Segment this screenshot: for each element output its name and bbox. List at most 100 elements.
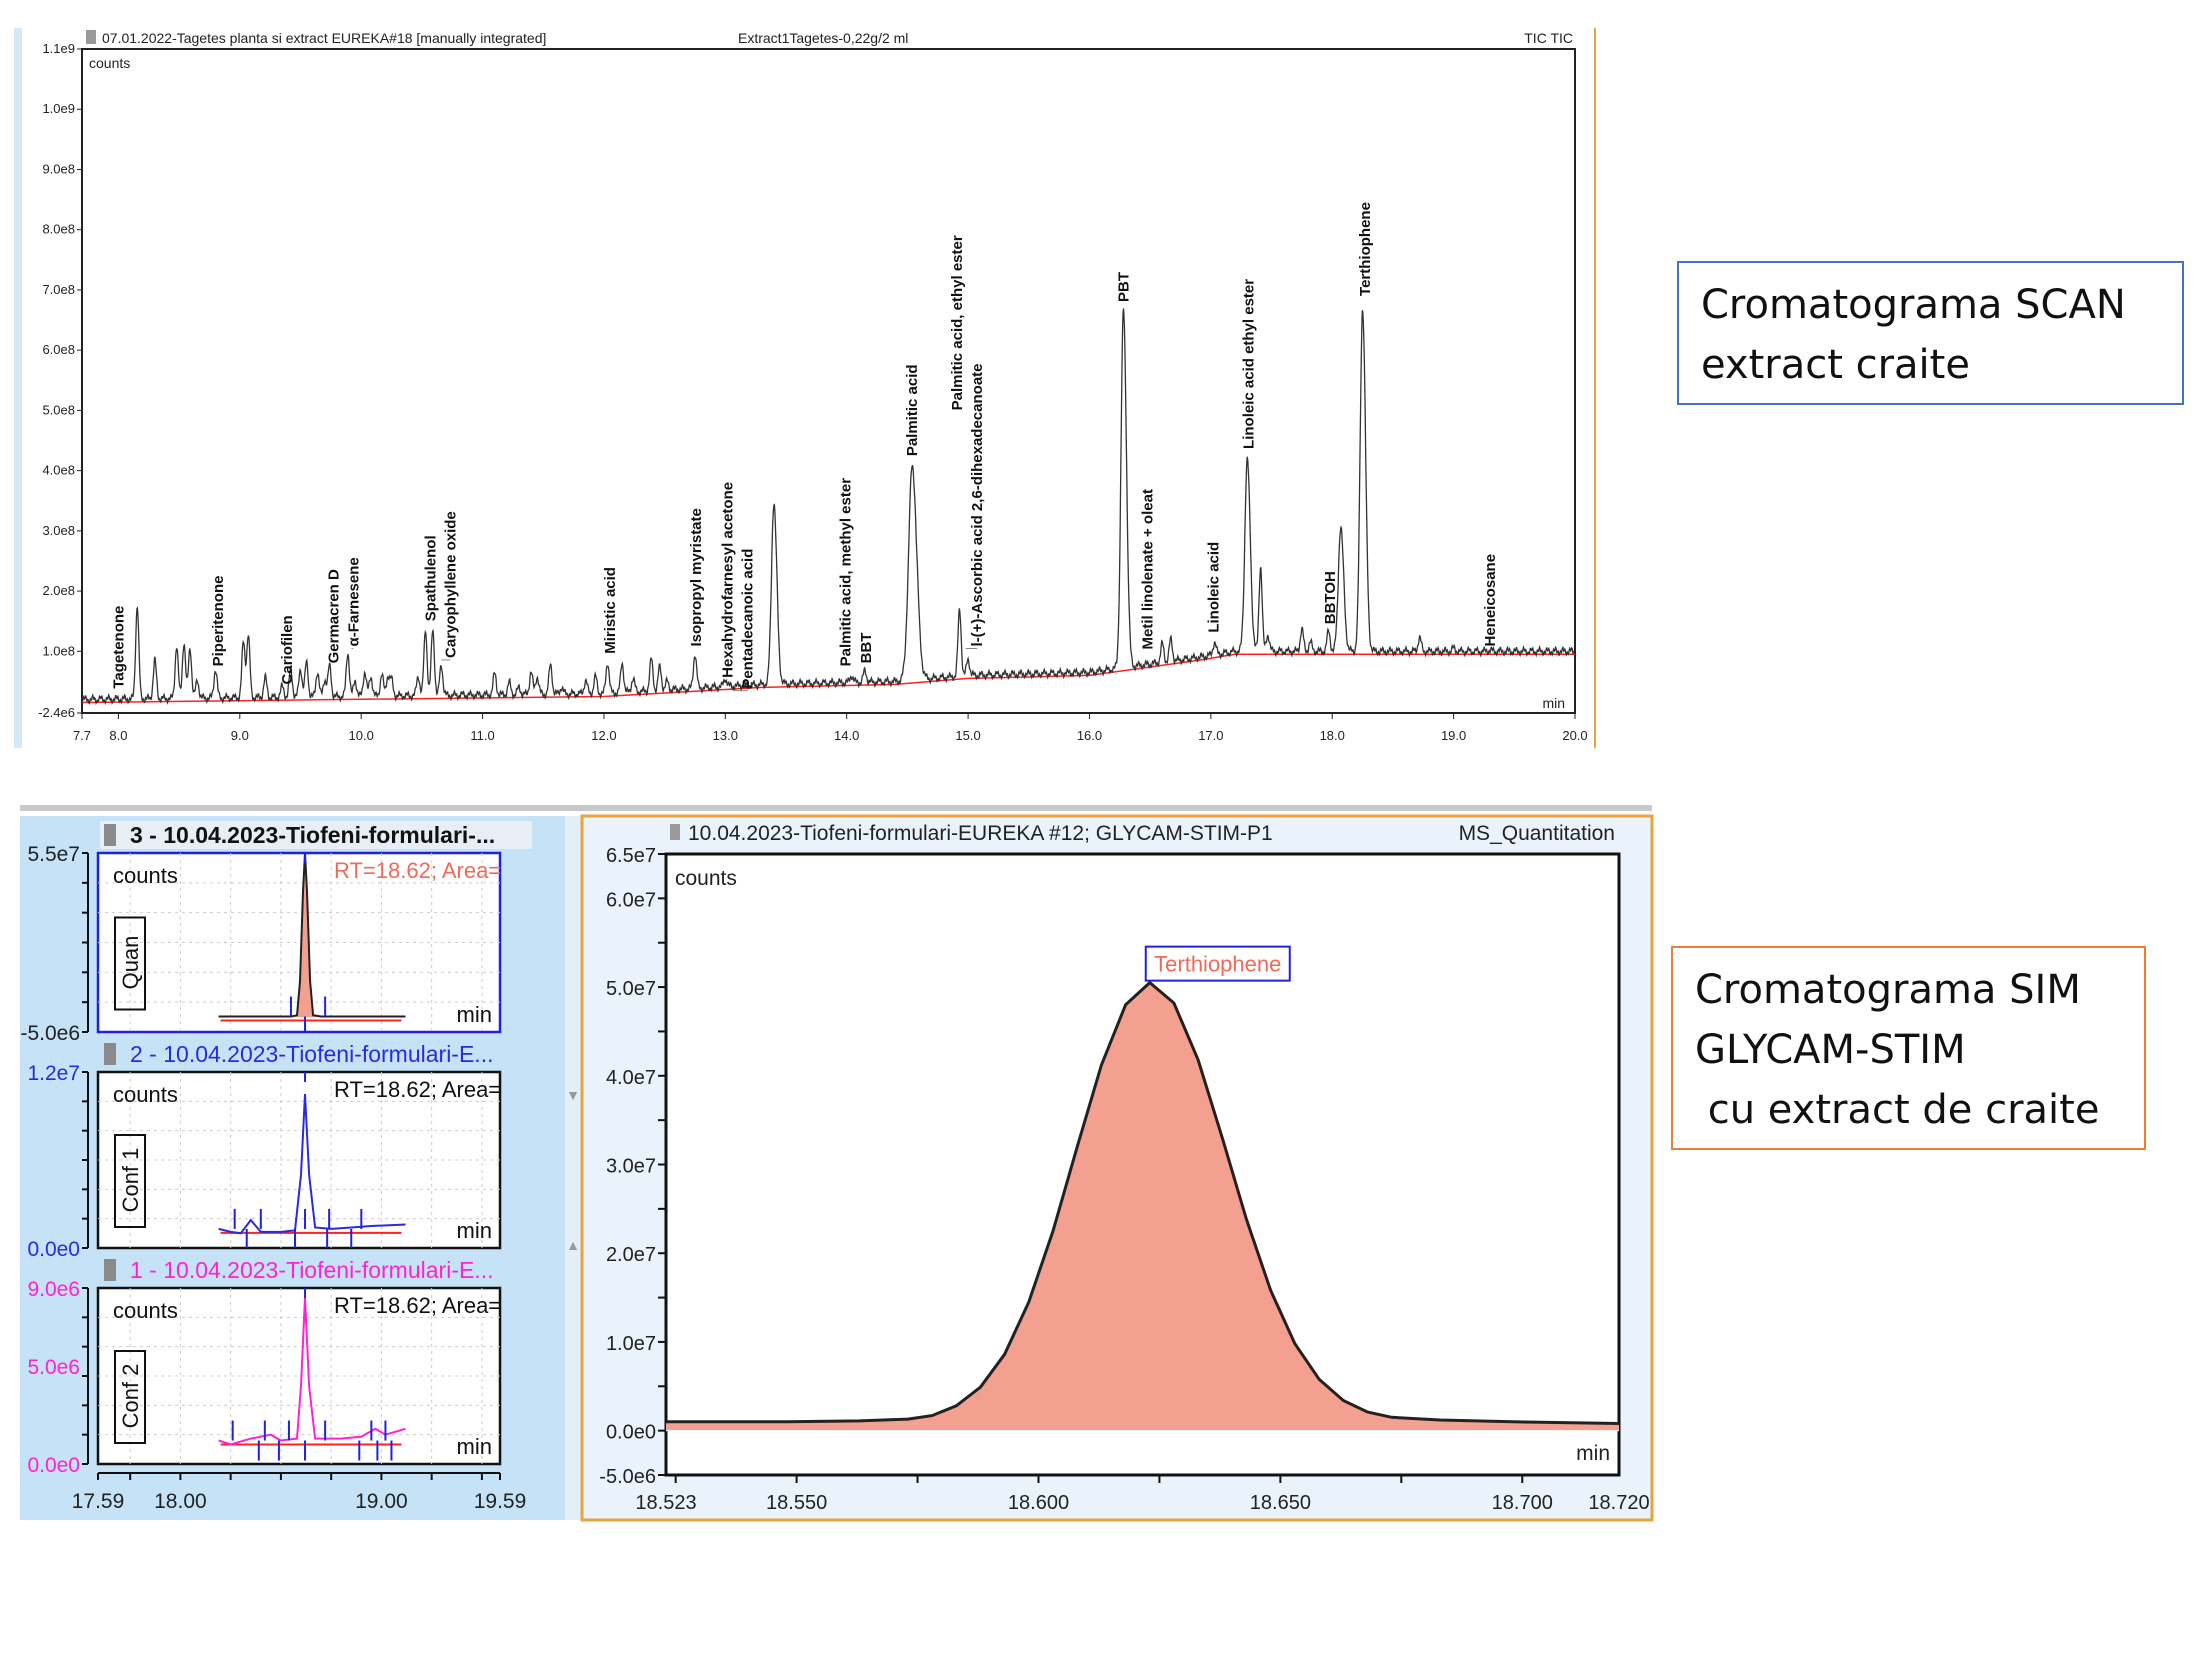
peak-label: Hexahydrofarnesyl acetone <box>720 482 737 678</box>
x-tick-label: 19.59 <box>474 1490 527 1513</box>
scan-plot-area <box>81 48 1576 714</box>
peak-label: Isopropyl myristate <box>688 508 705 646</box>
file-icon <box>104 1259 116 1281</box>
peak-label: BBTOH <box>1322 571 1339 624</box>
splitter-handle[interactable] <box>565 816 582 1520</box>
y-tick-label: 0.0e0 <box>27 1238 80 1261</box>
scan-caption-line: extract craite <box>1701 342 1970 388</box>
mini-plot-area <box>96 1070 502 1250</box>
y-tick-label: 6.0e7 <box>606 889 656 911</box>
peak-rt-area-label: RT=18.62; Area=39 <box>334 1077 526 1102</box>
file-icon <box>104 1043 116 1065</box>
y-tick-label: 7.0e8 <box>42 282 75 297</box>
peak-name-box <box>1144 945 1291 982</box>
sim-caption-line: cu extract de craite <box>1695 1087 2100 1133</box>
y-tick-label: 1.2e7 <box>27 1062 80 1085</box>
sim-caption-line: Cromatograma SIM <box>1695 967 2081 1013</box>
y-tick-label: 9.0e6 <box>27 1278 80 1301</box>
scan-chromatogram-panel: 07.01.2022-Tagetes planta si extract EUR… <box>14 28 1596 748</box>
sim-ion-panels: ▼ ▲ 3 - 10.04.2023-Tiofeni-formulari-...… <box>20 816 582 1520</box>
y-tick-label: 2.0e7 <box>606 1244 656 1266</box>
peak-label: BBT <box>858 633 875 664</box>
peak-name-label: Terthiophene <box>1154 952 1281 977</box>
sim-trace <box>666 980 1620 1425</box>
peak-label: Spathulenol <box>422 535 439 621</box>
peak-label: Metil linolenate + oleat <box>1140 489 1157 649</box>
x-tick-label: 18.550 <box>766 1492 827 1514</box>
file-icon <box>104 824 116 846</box>
mini-plot-area <box>96 1286 502 1466</box>
mini-charts: 3 - 10.04.2023-Tiofeni-formulari-... RT=1… <box>20 821 532 1513</box>
peak-label: Piperitenone <box>210 576 227 667</box>
mini-ylabel: counts <box>113 1082 178 1107</box>
x-tick-label: 18.523 <box>635 1492 696 1514</box>
peak-label: Miristic acid <box>602 567 619 654</box>
mini-chart-title[interactable]: 2 - 10.04.2023-Tiofeni-formulari-E... <box>130 1041 493 1067</box>
y-tick-label: 1.1e9 <box>42 41 75 56</box>
x-tick-label: 13.0 <box>713 728 738 743</box>
mini-xlabel: min <box>457 1218 492 1243</box>
scan-ylabel: counts <box>89 55 130 71</box>
scan-file-icon <box>86 30 96 44</box>
x-tick-label: 10.0 <box>349 728 374 743</box>
x-tick-label: 9.0 <box>231 728 249 743</box>
scan-subtitle: Extract1Tagetes-0,22g/2 ml <box>738 30 908 46</box>
peak-label: PBT <box>1115 272 1132 302</box>
sim-title: 10.04.2023-Tiofeni-formulari-EUREKA #12;… <box>688 822 1273 845</box>
integration-baseline <box>81 653 1575 704</box>
mini-inner: RT=18.62; Area=39 <box>98 1072 526 1248</box>
mini-chart-title[interactable]: 3 - 10.04.2023-Tiofeni-formulari-... <box>130 822 495 848</box>
y-tick-label: 6.0e8 <box>42 342 75 357</box>
scan-title: 07.01.2022-Tagetes planta si extract EUR… <box>102 30 546 46</box>
scan-xlabel: min <box>1542 695 1565 711</box>
ion-trace <box>218 853 406 1018</box>
mini-inner: RT=18.62; Area=20 <box>98 853 500 1032</box>
scan-marks: 1.1e9 1.0e9 9.0e8 8.0e8 7.0e8 6.0e8 5.0e8 4.0e8… <box>38 41 1588 743</box>
peak-rt-area-label: RT=18.62; Area=32 <box>334 1293 526 1318</box>
y-tick-label: 3.0e8 <box>42 523 75 538</box>
scan-trace-label: TIC TIC <box>1524 30 1573 46</box>
x-tick-label: 8.0 <box>109 728 127 743</box>
x-tick-label: 20.0 <box>1562 728 1587 743</box>
sim-quant-panel: 10.04.2023-Tiofeni-formulari-EUREKA #12;… <box>580 814 1654 1522</box>
mini-title-bg <box>100 821 532 849</box>
x-tick-label: 7.7 <box>73 728 91 743</box>
mini-xlabel: min <box>457 1434 492 1459</box>
peak-label: l-(+)-Ascorbic acid 2,6-dihexadecanoate <box>969 363 986 646</box>
y-tick-label: 5.0e7 <box>606 978 656 1000</box>
sim-caption-line: GLYCAM-STIM <box>1695 1027 1966 1073</box>
peak-label: Pentadecanoic acid <box>740 549 757 689</box>
ion-type-box <box>114 1350 146 1444</box>
mini-chart-title[interactable]: 1 - 10.04.2023-Tiofeni-formulari-E... <box>130 1257 493 1283</box>
x-tick-label: 18.600 <box>1008 1492 1069 1514</box>
peak-label: Linoleic acid <box>1205 542 1222 633</box>
splitter-arrow-down-icon[interactable]: ▼ <box>566 1087 580 1103</box>
y-tick-label: 6.5e7 <box>606 845 656 867</box>
y-tick-label: 1.0e8 <box>42 643 75 658</box>
x-tick-label: 18.700 <box>1492 1492 1553 1514</box>
y-tick-label: 8.0e8 <box>42 222 75 237</box>
scan-caption-box: Cromatograma SCAN extract craite <box>1677 261 2184 405</box>
mini-inner: RT=18.62; Area=32 <box>98 1288 526 1464</box>
x-tick-label: 16.0 <box>1077 728 1102 743</box>
x-tick-label: 18.0 <box>1320 728 1345 743</box>
peak-label: Palmitic acid, methyl ester <box>837 478 854 667</box>
peak-label: Tagetenone <box>110 606 127 689</box>
x-tick-label: 11.0 <box>470 728 494 743</box>
splitter-arrow-up-icon[interactable]: ▲ <box>566 1237 580 1253</box>
x-tick-label: 18.650 <box>1250 1492 1311 1514</box>
peak-label: Cariofilen <box>279 615 296 684</box>
tic-trace <box>81 308 1576 706</box>
sim-xlabel: min <box>1576 1442 1610 1465</box>
peak-area <box>290 853 322 1018</box>
x-tick-label: 19.00 <box>355 1490 408 1513</box>
peak-label: Germacren D <box>325 569 342 663</box>
x-tick-label: 18.00 <box>154 1490 207 1513</box>
x-tick-label: 17.59 <box>72 1490 125 1513</box>
y-tick-label: 0.0e0 <box>606 1422 656 1444</box>
mini-xlabel: min <box>457 1002 492 1027</box>
y-tick-label: 3.0e7 <box>606 1156 656 1178</box>
y-tick-label: 5.0e8 <box>42 402 75 417</box>
y-tick-label: -5.0e6 <box>599 1466 656 1488</box>
